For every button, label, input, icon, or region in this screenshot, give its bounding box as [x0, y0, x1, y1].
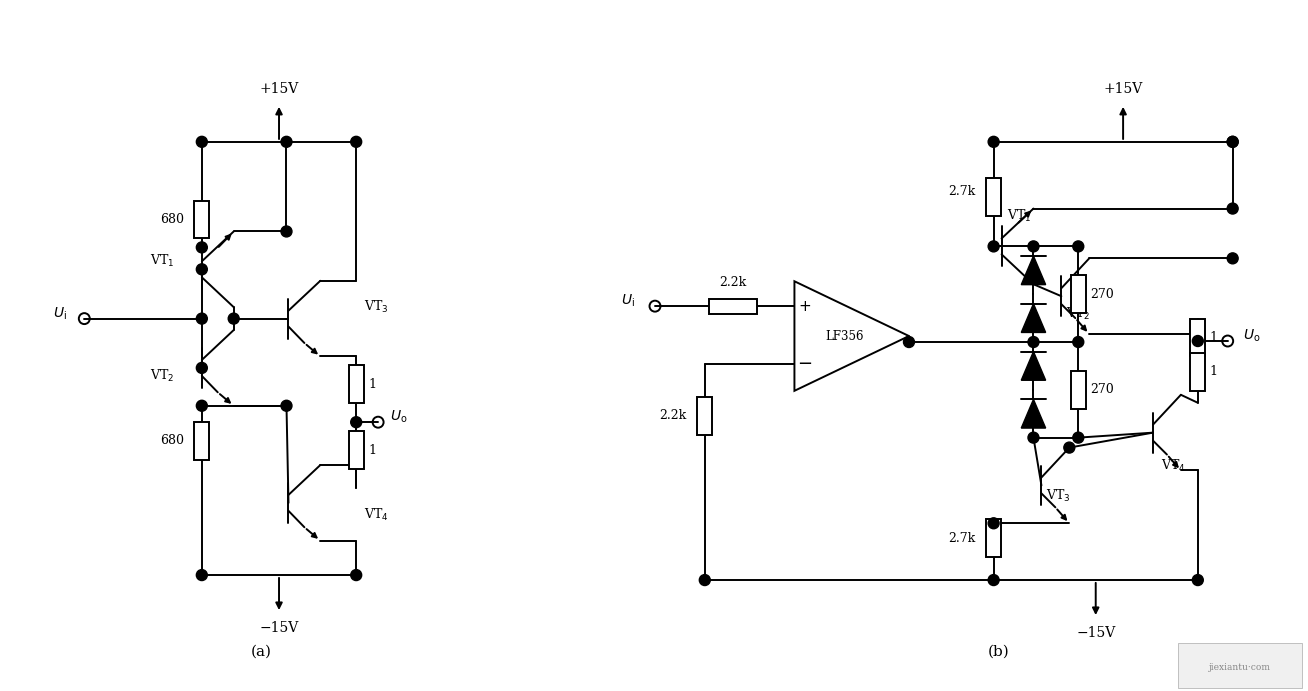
Bar	[195, 200, 209, 238]
Text: 680: 680	[160, 434, 184, 447]
Text: $U_{\rm o}$: $U_{\rm o}$	[1243, 328, 1260, 344]
Text: +15V: +15V	[1104, 82, 1143, 96]
Polygon shape	[1022, 352, 1045, 380]
Text: VT$_4$: VT$_4$	[1162, 457, 1185, 473]
Circle shape	[1028, 432, 1039, 443]
Circle shape	[988, 136, 999, 147]
Text: +: +	[798, 299, 811, 314]
Circle shape	[196, 400, 207, 411]
Circle shape	[281, 400, 292, 411]
Text: (a): (a)	[251, 645, 272, 659]
Circle shape	[1073, 241, 1084, 252]
Text: VT$_3$: VT$_3$	[1046, 487, 1071, 504]
Text: +15V: +15V	[259, 82, 298, 96]
Circle shape	[1073, 432, 1084, 443]
Circle shape	[351, 136, 362, 147]
Circle shape	[1193, 336, 1203, 346]
Circle shape	[1028, 241, 1039, 252]
Text: 2.2k: 2.2k	[659, 409, 687, 422]
Text: LF356: LF356	[825, 330, 863, 343]
Circle shape	[1227, 253, 1239, 264]
Text: (b): (b)	[988, 645, 1010, 659]
Circle shape	[196, 313, 207, 324]
Bar	[1071, 275, 1086, 313]
Text: −: −	[797, 355, 812, 373]
Circle shape	[1028, 337, 1039, 348]
Bar	[1190, 319, 1205, 357]
Text: 680: 680	[160, 213, 184, 226]
Text: jiexiantu·com: jiexiantu·com	[1209, 663, 1270, 672]
Circle shape	[988, 575, 999, 585]
Circle shape	[1063, 442, 1075, 453]
Circle shape	[196, 242, 207, 253]
Text: VT$_1$: VT$_1$	[1007, 209, 1031, 225]
Circle shape	[1227, 136, 1239, 147]
Text: 1: 1	[368, 444, 377, 457]
Circle shape	[988, 241, 999, 252]
Circle shape	[904, 337, 914, 348]
Bar	[1071, 371, 1086, 409]
Circle shape	[1073, 337, 1084, 348]
Text: $U_{\rm o}$: $U_{\rm o}$	[390, 409, 408, 426]
Text: 270: 270	[1091, 384, 1114, 397]
Text: 2.7k: 2.7k	[948, 531, 976, 545]
Circle shape	[351, 417, 362, 428]
Circle shape	[1193, 575, 1203, 585]
Bar	[986, 178, 1001, 216]
Circle shape	[281, 226, 292, 237]
Circle shape	[196, 363, 207, 373]
Polygon shape	[1022, 399, 1045, 428]
Text: −15V: −15V	[259, 621, 298, 635]
Text: 270: 270	[1091, 287, 1114, 301]
Text: VT$_1$: VT$_1$	[149, 254, 174, 269]
Circle shape	[196, 569, 207, 580]
Circle shape	[351, 569, 362, 580]
Bar	[1179, 643, 1303, 688]
Circle shape	[196, 264, 207, 275]
Polygon shape	[794, 281, 909, 391]
Bar	[349, 431, 364, 469]
Polygon shape	[1022, 304, 1045, 332]
Bar	[986, 520, 1001, 557]
Bar	[1190, 353, 1205, 391]
Text: VT$_3$: VT$_3$	[364, 299, 388, 314]
Circle shape	[281, 136, 292, 147]
Bar	[697, 397, 713, 435]
Text: VT$_4$: VT$_4$	[364, 507, 388, 523]
Text: $U_{\rm i}$: $U_{\rm i}$	[54, 305, 68, 322]
Text: 1: 1	[1210, 331, 1218, 344]
Text: $U_{\rm i}$: $U_{\rm i}$	[621, 293, 636, 310]
Text: 1: 1	[1210, 366, 1218, 379]
Circle shape	[988, 518, 999, 529]
Text: VT$_2$: VT$_2$	[149, 368, 174, 384]
Bar	[709, 299, 756, 314]
Text: 2.7k: 2.7k	[948, 185, 976, 198]
Bar	[349, 366, 364, 404]
Circle shape	[1227, 203, 1239, 214]
Text: 2.2k: 2.2k	[719, 276, 747, 290]
Circle shape	[196, 136, 207, 147]
Circle shape	[700, 575, 710, 585]
Bar	[195, 422, 209, 460]
Circle shape	[1227, 136, 1239, 147]
Polygon shape	[1022, 256, 1045, 285]
Text: −15V: −15V	[1076, 626, 1116, 640]
Text: VT$_2$: VT$_2$	[1066, 306, 1091, 322]
Text: 1: 1	[368, 378, 377, 391]
Circle shape	[228, 313, 239, 324]
